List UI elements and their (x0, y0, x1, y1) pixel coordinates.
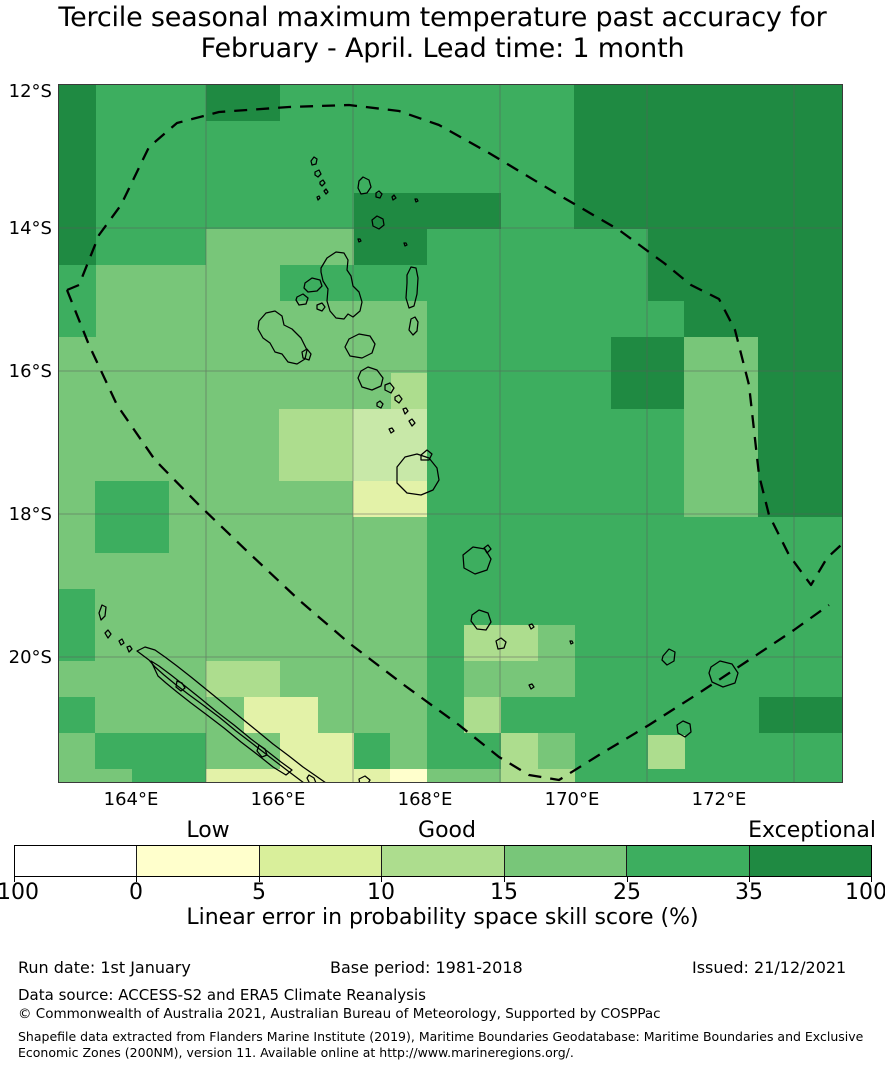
cb-tickline-4 (504, 877, 505, 882)
y-tick-2: 16°S (8, 361, 52, 382)
colorbar-segment-5 (626, 846, 749, 876)
x-tick-4: 172°E (691, 789, 747, 810)
lat-lon-gridlines (59, 85, 842, 782)
x-tick-3: 170°E (544, 789, 600, 810)
colorbar-category-labels: Low Good Exceptional (0, 818, 885, 844)
cb-tickline-1 (136, 877, 137, 882)
footer-copyright: © Commonwealth of Australia 2021, Austra… (18, 1006, 661, 1022)
cb-tickline-7 (871, 877, 872, 882)
heatmap-cells (59, 85, 842, 782)
y-tick-0: 12°S (8, 81, 52, 102)
colorbar-axis-label: Linear error in probability space skill … (186, 905, 699, 930)
y-axis-labels: 12°S 14°S 16°S 18°S 20°S (0, 81, 52, 783)
colorbar-segment-2 (258, 846, 382, 876)
coastlines (98, 156, 739, 782)
colorbar-segment-3 (381, 846, 504, 876)
colorbar-segment-1 (136, 846, 259, 876)
page-title: Tercile seasonal maximum temperature pas… (58, 2, 827, 64)
footer-base-period: Base period: 1981-2018 (330, 958, 523, 977)
footer-metadata-row: Run date: 1st January Base period: 1981-… (0, 958, 885, 980)
cb-ticklabel-6: 35 (735, 880, 763, 905)
footer-data-source: Data source: ACCESS-S2 and ERA5 Climate … (18, 986, 426, 1004)
cb-tickline-2 (259, 877, 260, 882)
eez-boundary-dashed-south (65, 289, 830, 782)
cb-tickline-3 (381, 877, 382, 882)
x-axis-labels: 164°E 166°E 168°E 170°E 172°E (58, 789, 843, 813)
cb-ticklabel-4: 15 (490, 880, 518, 905)
cb-ticklabel-2: 5 (252, 880, 266, 905)
y-tick-3: 18°S (8, 504, 52, 525)
eez-boundary-dashed (66, 103, 842, 587)
x-tick-2: 168°E (397, 789, 453, 810)
skill-score-map (58, 84, 843, 783)
colorbar-category-exceptional: Exceptional (748, 818, 876, 843)
cb-tickline-5 (627, 877, 628, 882)
colorbar-segment-0 (15, 846, 137, 876)
cb-ticklabel-1: 0 (129, 880, 143, 905)
cb-ticklabel-7: 100 (845, 880, 885, 905)
cb-ticklabel-0: -100 (0, 880, 39, 905)
colorbar-category-low: Low (186, 818, 230, 843)
cb-tickline-6 (749, 877, 750, 882)
x-tick-0: 164°E (103, 789, 159, 810)
cb-ticklabel-5: 25 (613, 880, 641, 905)
x-tick-1: 166°E (250, 789, 306, 810)
footer-run-date: Run date: 1st January (18, 958, 191, 977)
colorbar-segment-4 (503, 846, 627, 876)
colorbar (14, 845, 872, 877)
cb-ticklabel-3: 10 (367, 880, 395, 905)
colorbar-segment-6 (748, 846, 871, 876)
colorbar-ticks: -100 0 5 10 15 25 35 100 (0, 877, 885, 905)
colorbar-category-good: Good (418, 818, 476, 843)
footer-issued-date: Issued: 21/12/2021 (692, 958, 847, 977)
y-tick-4: 20°S (8, 647, 52, 668)
cb-tickline-0 (14, 877, 15, 882)
y-tick-1: 14°S (8, 218, 52, 239)
footer-shapefile-note: Shapefile data extracted from Flanders M… (18, 1029, 864, 1060)
map-canvas (59, 85, 842, 782)
